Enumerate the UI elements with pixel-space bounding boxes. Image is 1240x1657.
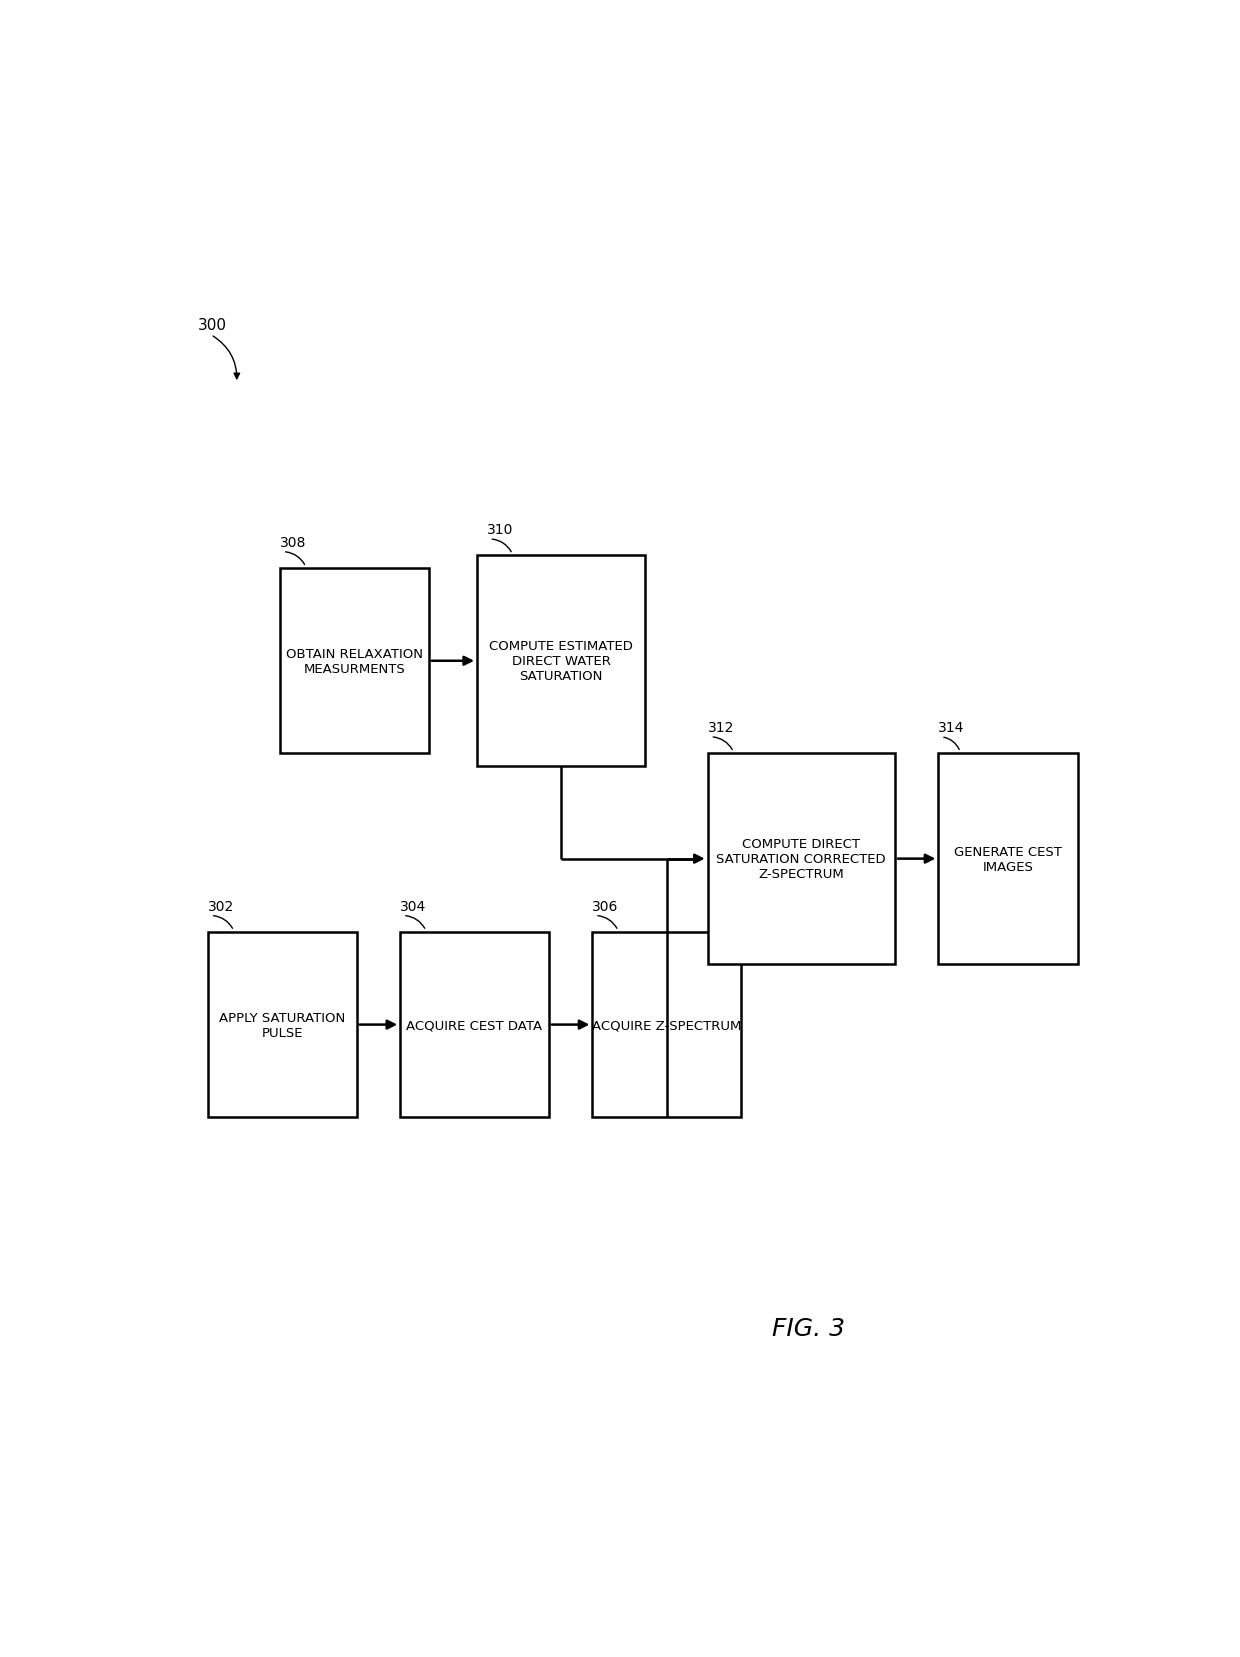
Bar: [477, 557, 645, 767]
Bar: [593, 933, 742, 1117]
Text: 314: 314: [939, 721, 965, 734]
Text: OBTAIN RELAXATION
MEASURMENTS: OBTAIN RELAXATION MEASURMENTS: [286, 648, 423, 676]
Text: 310: 310: [486, 524, 513, 537]
Text: COMPUTE ESTIMATED
DIRECT WATER
SATURATION: COMPUTE ESTIMATED DIRECT WATER SATURATIO…: [489, 640, 632, 683]
Bar: [280, 568, 429, 754]
Text: 312: 312: [708, 721, 734, 734]
Bar: [708, 754, 895, 964]
Text: 304: 304: [401, 900, 427, 913]
Bar: [401, 933, 549, 1117]
Text: 300: 300: [198, 318, 227, 333]
Text: 306: 306: [593, 900, 619, 913]
Text: COMPUTE DIRECT
SATURATION CORRECTED
Z-SPECTRUM: COMPUTE DIRECT SATURATION CORRECTED Z-SP…: [717, 838, 887, 880]
Bar: [939, 754, 1078, 964]
Text: 302: 302: [208, 900, 234, 913]
Text: FIG. 3: FIG. 3: [773, 1316, 844, 1341]
Text: GENERATE CEST
IMAGES: GENERATE CEST IMAGES: [954, 845, 1061, 873]
Text: ACQUIRE CEST DATA: ACQUIRE CEST DATA: [407, 1019, 543, 1031]
Text: APPLY SATURATION
PULSE: APPLY SATURATION PULSE: [219, 1011, 346, 1039]
Bar: [208, 933, 357, 1117]
Text: ACQUIRE Z-SPECTRUM: ACQUIRE Z-SPECTRUM: [591, 1019, 742, 1031]
Text: 308: 308: [280, 535, 306, 550]
